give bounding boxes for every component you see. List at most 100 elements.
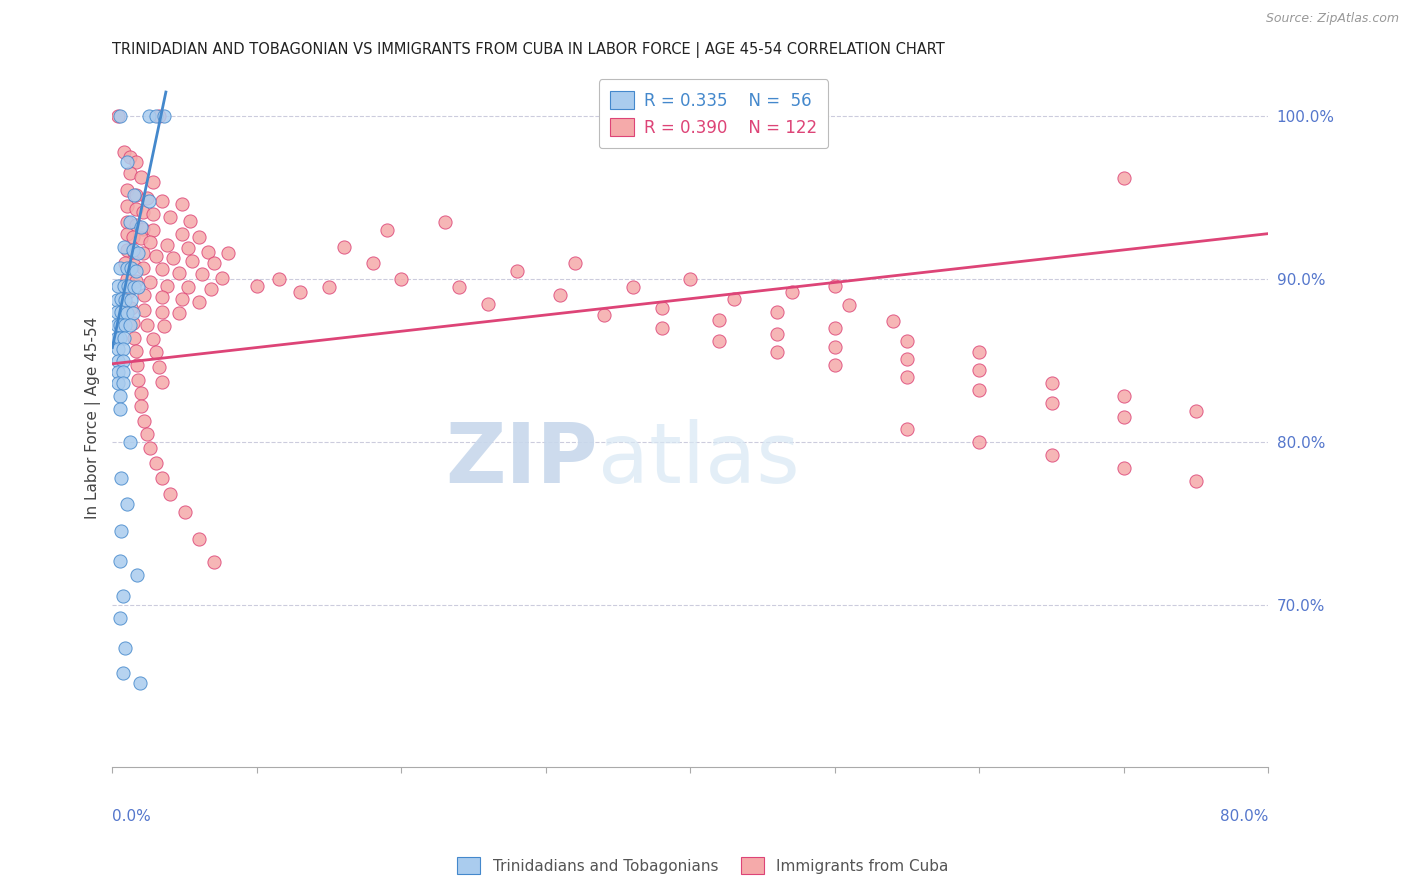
Point	[111, 376, 134, 391]
Point	[290, 285, 312, 300]
Point	[162, 251, 184, 265]
Point	[127, 280, 149, 294]
Point	[111, 665, 134, 680]
Point	[361, 256, 384, 270]
Text: 80.0%: 80.0%	[1220, 809, 1268, 824]
Point	[153, 319, 176, 334]
Point	[107, 278, 129, 293]
Point	[117, 285, 139, 300]
Point	[112, 331, 135, 345]
Point	[150, 262, 173, 277]
Point	[176, 241, 198, 255]
Point	[115, 199, 138, 213]
Text: Source: ZipAtlas.com: Source: ZipAtlas.com	[1265, 12, 1399, 25]
Point	[197, 244, 219, 259]
Point	[896, 422, 918, 436]
Point	[107, 110, 129, 124]
Point	[118, 166, 141, 180]
Point	[131, 386, 153, 401]
Point	[132, 221, 155, 235]
Point	[824, 278, 846, 293]
Point	[125, 359, 148, 373]
Point	[150, 304, 173, 318]
Point	[122, 280, 145, 294]
Point	[1185, 404, 1208, 418]
Point	[110, 304, 132, 318]
Point	[124, 264, 146, 278]
Point	[138, 194, 160, 208]
Point	[148, 359, 170, 374]
Point	[969, 345, 991, 359]
Point	[332, 239, 354, 253]
Point	[122, 244, 145, 259]
Point	[159, 487, 181, 501]
Point	[136, 318, 159, 332]
Point	[115, 155, 138, 169]
Point	[134, 414, 156, 428]
Point	[107, 365, 129, 379]
Point	[127, 246, 149, 260]
Point	[170, 197, 193, 211]
Point	[124, 343, 146, 358]
Point	[766, 304, 789, 318]
Point	[107, 376, 129, 391]
Point	[115, 215, 138, 229]
Legend: Trinidadians and Tobagonians, Immigrants from Cuba: Trinidadians and Tobagonians, Immigrants…	[451, 851, 955, 880]
Point	[142, 332, 165, 346]
Point	[391, 272, 413, 286]
Point	[969, 383, 991, 397]
Point	[131, 169, 153, 184]
Point	[267, 272, 290, 286]
Point	[150, 194, 173, 208]
Point	[139, 235, 162, 249]
Text: 0.0%: 0.0%	[112, 809, 152, 824]
Point	[108, 554, 131, 568]
Point	[122, 331, 145, 345]
Point	[112, 278, 135, 293]
Point	[111, 365, 134, 379]
Point	[121, 243, 143, 257]
Point	[131, 220, 153, 235]
Point	[170, 292, 193, 306]
Point	[115, 306, 138, 320]
Point	[246, 278, 269, 293]
Point	[1112, 389, 1135, 403]
Point	[105, 293, 128, 308]
Point	[142, 175, 165, 189]
Point	[550, 288, 572, 302]
Point	[115, 260, 138, 275]
Point	[114, 293, 136, 308]
Point	[145, 456, 167, 470]
Point	[150, 375, 173, 389]
Point	[824, 341, 846, 355]
Point	[118, 434, 141, 449]
Point	[108, 331, 131, 345]
Point	[679, 272, 702, 286]
Point	[156, 238, 179, 252]
Point	[477, 296, 499, 310]
Point	[167, 266, 190, 280]
Point	[709, 334, 731, 348]
Point	[188, 533, 211, 547]
Point	[108, 318, 131, 332]
Point	[115, 243, 138, 257]
Point	[115, 272, 138, 286]
Point	[211, 270, 233, 285]
Point	[108, 610, 131, 624]
Point	[766, 327, 789, 342]
Point	[969, 434, 991, 449]
Point	[650, 301, 672, 316]
Point	[156, 278, 179, 293]
Point	[150, 470, 173, 484]
Point	[132, 260, 155, 275]
Point	[111, 353, 134, 368]
Point	[124, 155, 146, 169]
Point	[124, 274, 146, 288]
Point	[131, 231, 153, 245]
Point	[127, 373, 149, 387]
Point	[896, 334, 918, 348]
Point	[1040, 448, 1063, 462]
Point	[882, 314, 904, 328]
Point	[202, 256, 225, 270]
Point	[115, 497, 138, 511]
